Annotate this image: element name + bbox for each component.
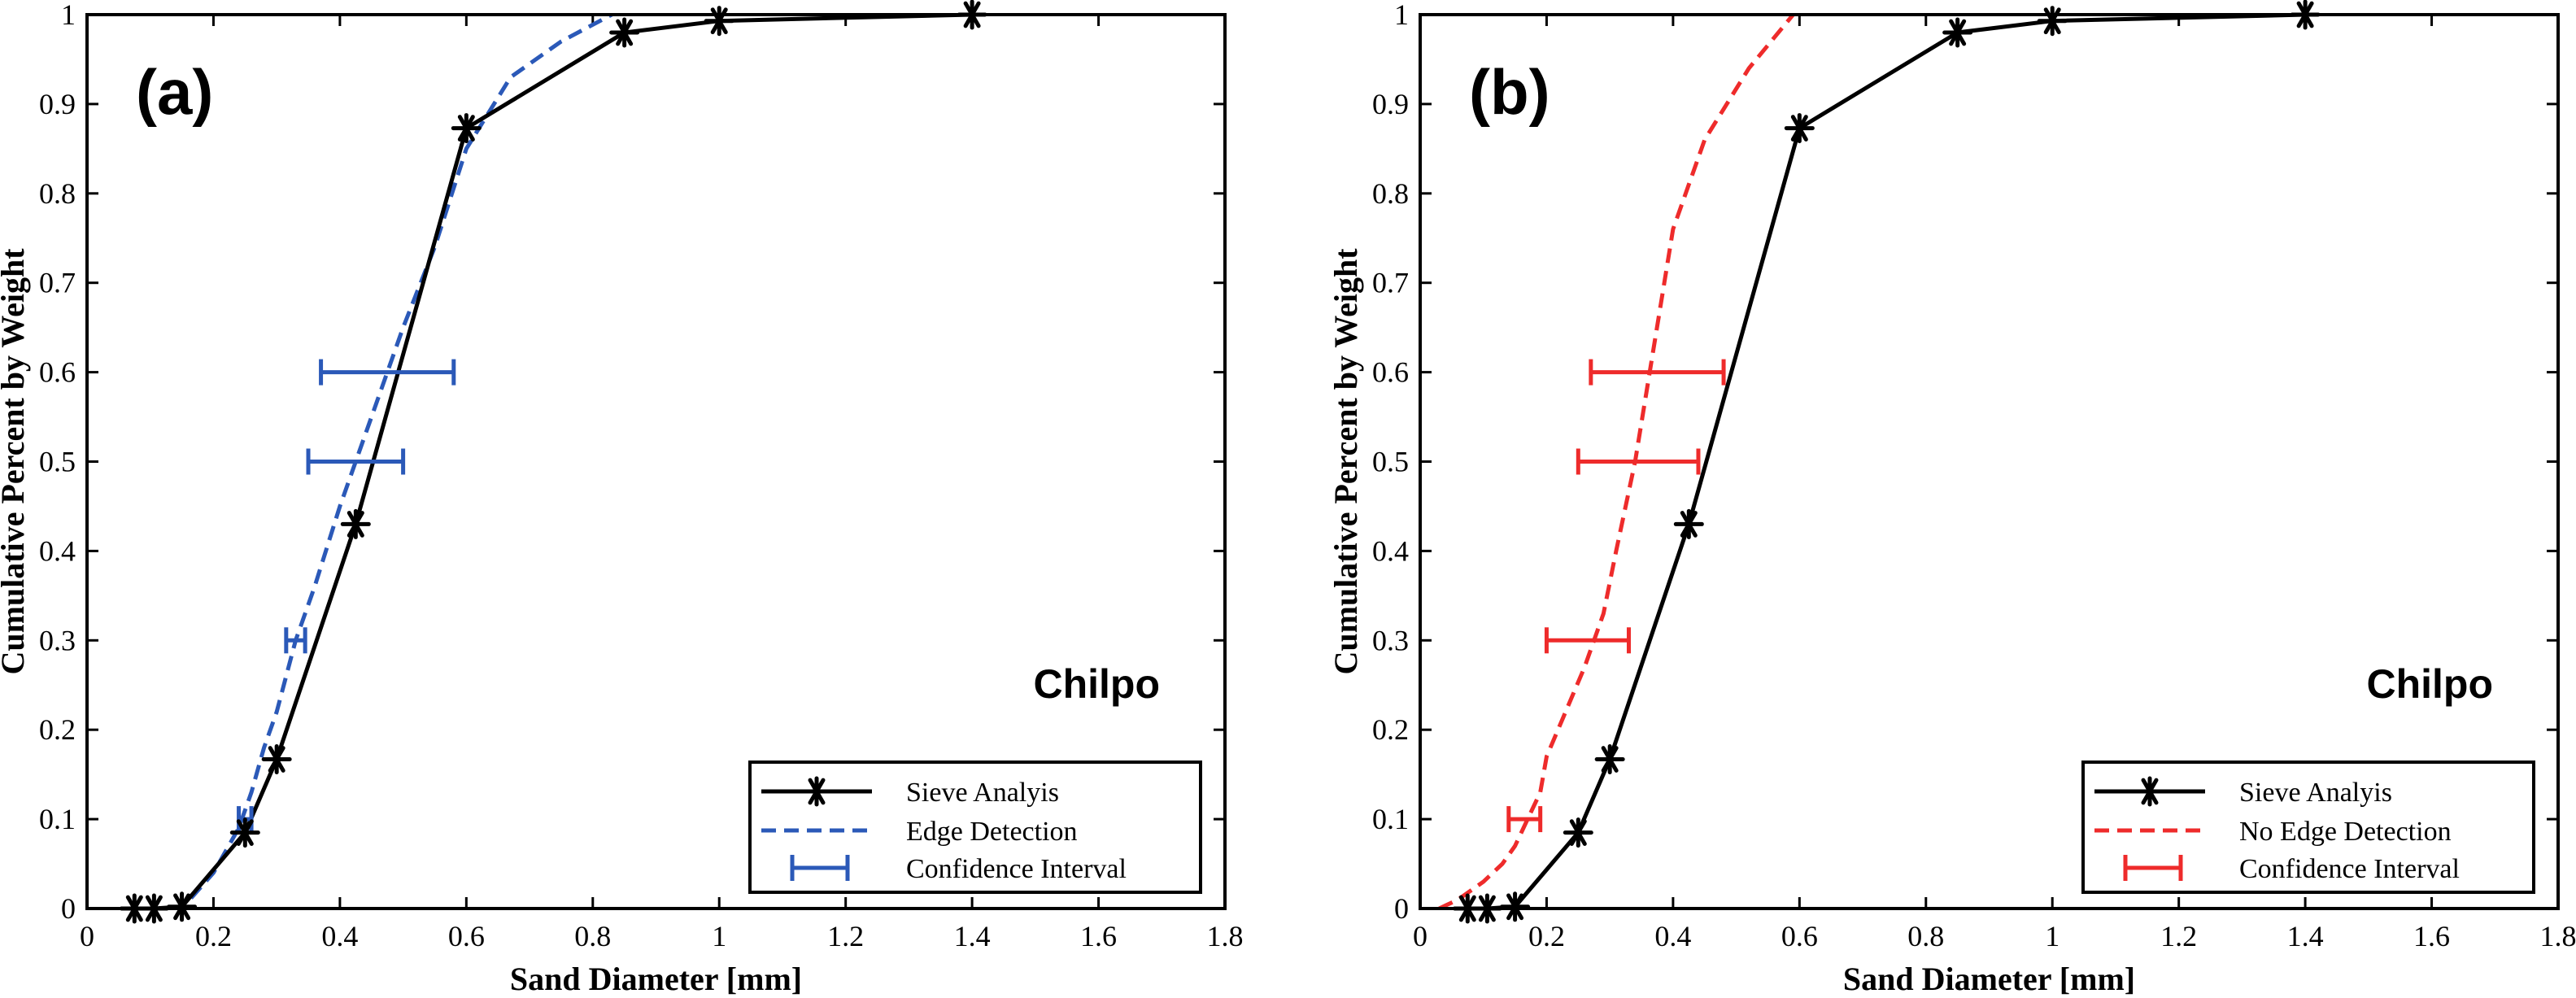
x-tick-label: 0.6 — [1781, 920, 1818, 952]
x-tick-label: 1.4 — [954, 920, 991, 952]
chart-panel-a: 0 0.2 0.4 0.6 0.8 1 1.2 1.4 1.6 1.8 0 0.1 0.2 0.3 0.4 0… — [0, 0, 1244, 997]
y-tick-label: 0.1 — [1372, 803, 1409, 835]
y-axis-title: Cumulative Percent by Weight — [1327, 248, 1364, 675]
site-annotation: Chilpo — [2366, 661, 2493, 707]
x-tick-label: 1.6 — [2413, 920, 2450, 952]
y-tick-label: 0.5 — [39, 446, 76, 478]
y-tick-label: 0.8 — [39, 177, 76, 210]
sieve-data-point — [229, 817, 260, 848]
y-tick-label: 1 — [1394, 0, 1409, 31]
confidence-interval-bar — [1506, 806, 1543, 833]
legend-label-dashed: No Edge Detection — [2239, 817, 2452, 847]
sieve-data-point — [1594, 743, 1625, 774]
y-tick-label: 0.3 — [1372, 624, 1409, 656]
sieve-data-point — [340, 508, 371, 539]
x-axis-title: Sand Diameter [mm] — [510, 961, 802, 997]
legend-star-marker — [2134, 776, 2165, 807]
confidence-interval-bar — [1576, 448, 1701, 475]
y-tick-label: 0.4 — [1372, 534, 1409, 567]
panel-label: (b) — [1469, 56, 1550, 128]
legend-label-sieve: Sieve Analyis — [2239, 778, 2392, 808]
confidence-interval-bar — [306, 448, 406, 475]
x-tick-label: 0.4 — [321, 920, 358, 952]
y-tick-label: 0.8 — [1372, 177, 1409, 210]
series-line-no-edge-detection — [1438, 15, 1795, 909]
series-line-edge-detection — [150, 15, 613, 909]
y-tick-label: 0 — [1394, 892, 1409, 925]
confidence-interval-bar — [319, 359, 456, 386]
legend-box — [2081, 760, 2535, 894]
y-tick-label: 0.6 — [1372, 356, 1409, 389]
confidence-interval-bar — [1589, 359, 1726, 386]
axes-frame — [1419, 13, 2560, 910]
legend-label-ci: Confidence Interval — [2239, 854, 2460, 884]
legend-box — [748, 760, 1202, 894]
x-tick-label: 1.2 — [827, 920, 864, 952]
sieve-data-point — [261, 743, 292, 774]
sieve-data-point — [1784, 113, 1815, 144]
x-tick-label: 1 — [712, 920, 726, 952]
x-tick-label: 0.2 — [1528, 920, 1565, 952]
y-tick-label: 0.9 — [39, 88, 76, 120]
x-tick-label: 0.8 — [1907, 920, 1944, 952]
x-tick-label: 1.2 — [2160, 920, 2197, 952]
sieve-data-point — [609, 17, 640, 48]
legend: Sieve Analyis Edge Detection Confidence In… — [748, 760, 1202, 894]
chart-panel-b: 0 0.2 0.4 0.6 0.8 1 1.2 1.4 1.6 1.8 0 0.1 0.2 0.3 0.4 0… — [1327, 0, 2576, 997]
y-tick-label: 0.7 — [1372, 267, 1409, 299]
x-tick-label: 0.6 — [448, 920, 485, 952]
legend: Sieve Analyis No Edge Detection Confidence… — [2081, 760, 2535, 894]
y-tick-label: 0.2 — [1372, 713, 1409, 746]
y-tick-label: 0.9 — [1372, 88, 1409, 120]
y-tick-label: 1 — [61, 0, 76, 31]
x-tick-label: 0.4 — [1654, 920, 1691, 952]
y-axis-title: Cumulative Percent by Weight — [0, 248, 31, 675]
sieve-data-point — [1563, 817, 1593, 848]
x-tick-label: 0 — [1413, 920, 1427, 952]
x-tick-label: 1.6 — [1080, 920, 1117, 952]
confidence-interval-bar — [284, 627, 307, 654]
sieve-data-point — [1500, 891, 1531, 922]
y-tick-label: 0.2 — [39, 713, 76, 746]
y-tick-label: 0 — [61, 892, 76, 925]
sieve-data-point — [451, 113, 482, 144]
y-tick-label: 0.4 — [39, 534, 76, 567]
legend-label-sieve: Sieve Analyis — [906, 778, 1059, 808]
y-tick-label: 0.5 — [1372, 446, 1409, 478]
y-tick-label: 0.3 — [39, 624, 76, 656]
x-tick-label: 1 — [2045, 920, 2059, 952]
legend-star-marker — [801, 776, 832, 807]
panel-label: (a) — [136, 56, 213, 128]
sieve-data-point — [167, 891, 198, 922]
legend-label-ci: Confidence Interval — [906, 854, 1127, 884]
sieve-data-point — [1942, 17, 1973, 48]
legend-label-dashed: Edge Detection — [906, 817, 1078, 847]
x-axis-title: Sand Diameter [mm] — [1843, 961, 2135, 997]
y-tick-label: 0.7 — [39, 267, 76, 299]
sieve-data-point — [1673, 508, 1704, 539]
x-tick-label: 0 — [80, 920, 94, 952]
confidence-interval-bar — [1544, 627, 1631, 654]
axes-frame — [85, 13, 1227, 910]
x-tick-label: 0.8 — [574, 920, 611, 952]
x-tick-label: 1.4 — [2287, 920, 2324, 952]
x-tick-label: 1.8 — [2540, 920, 2576, 952]
y-tick-label: 0.1 — [39, 803, 76, 835]
x-tick-label: 1.8 — [1207, 920, 1244, 952]
y-tick-label: 0.6 — [39, 356, 76, 389]
x-tick-label: 0.2 — [195, 920, 232, 952]
site-annotation: Chilpo — [1033, 661, 1160, 707]
